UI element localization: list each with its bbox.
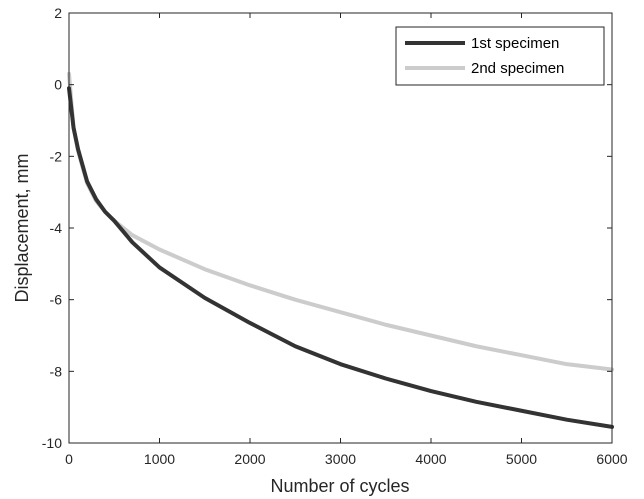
x-tick-label: 6000 [596,451,627,467]
x-tick-label: 5000 [506,451,537,467]
ticks-layer: 0 1000 2000 3000 4000 5000 6000 -10 -8 -6 -4 -2 0 2 [42,5,628,467]
y-tick-label: -8 [50,363,63,379]
plot-frame [68,12,613,444]
legend: 1st specimen 2nd specimen [395,26,605,86]
legend-label-1st-specimen: 1st specimen [471,35,559,52]
series-line-1st-specimen [67,86,614,429]
y-tick-label: -10 [42,435,62,451]
x-tick-label: 1000 [144,451,175,467]
x-tick-label: 4000 [415,451,446,467]
series-layer [67,71,614,429]
y-tick-label: -4 [50,220,63,236]
legend-box [395,26,605,86]
x-tick-label: 3000 [325,451,356,467]
y-tick-label: -6 [50,292,63,308]
y-tick-label: 0 [54,77,62,93]
y-tick-label: 2 [54,5,62,21]
y-tick-label: -2 [50,148,63,164]
x-tick-label: 0 [65,451,73,467]
legend-label-2nd-specimen: 2nd specimen [471,60,564,77]
x-axis-label: Number of cycles [270,476,409,496]
x-tick-label: 2000 [234,451,265,467]
y-axis-label: Displacement, mm [12,153,32,302]
